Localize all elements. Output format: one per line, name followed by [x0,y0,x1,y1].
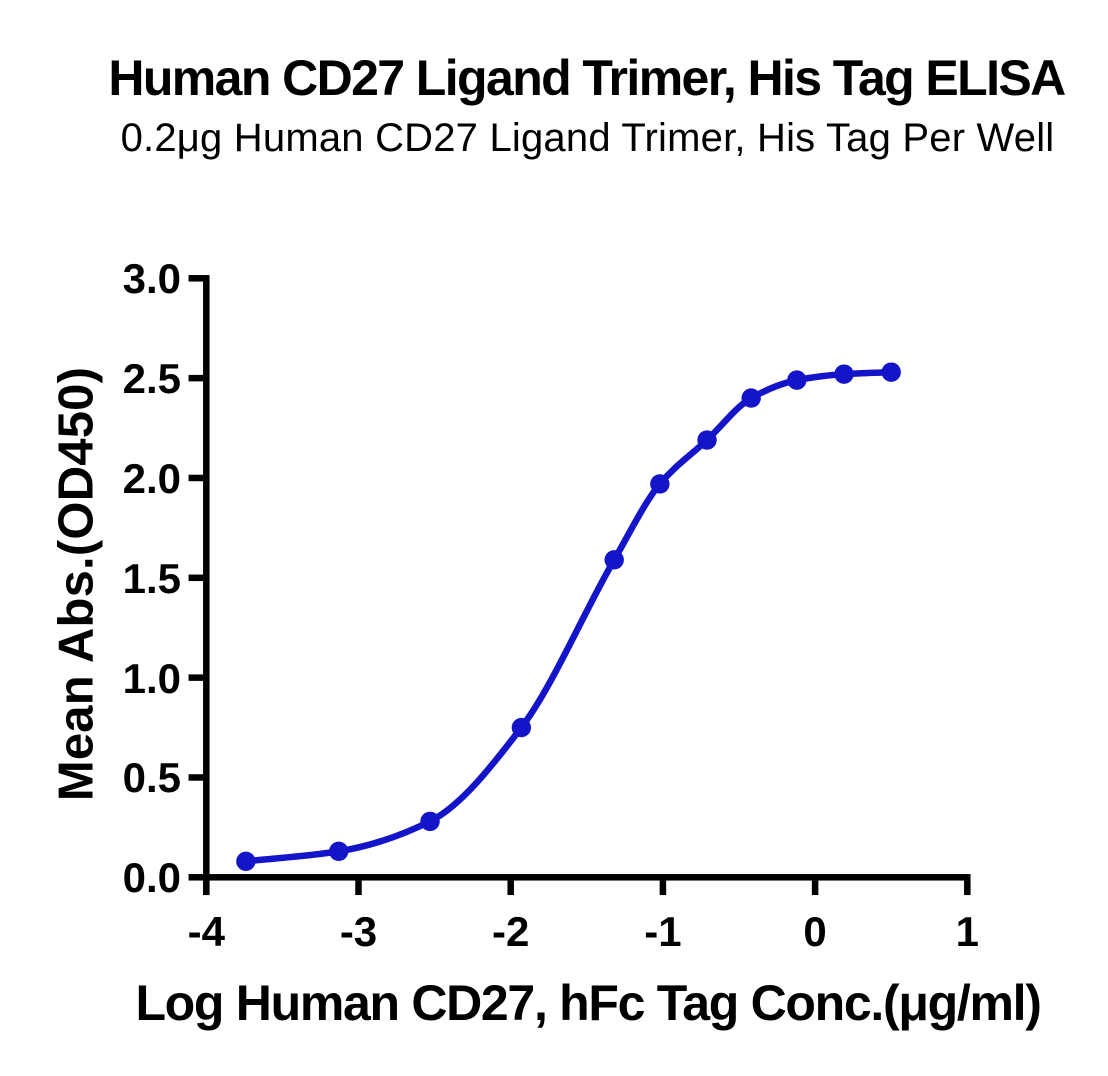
y-tick [188,674,204,681]
x-tick [964,880,971,896]
data-point-marker [236,851,256,872]
x-tick-label: -1 [644,907,682,955]
data-point-marker [650,474,670,494]
x-tick [811,880,819,896]
data-point-marker [787,370,807,390]
data-point-marker [834,364,854,384]
y-tick-label: 0.0 [122,854,181,902]
data-point-marker [697,430,717,450]
x-tick-label: -2 [492,907,530,955]
y-tick [188,474,204,482]
x-tick [203,880,210,896]
chart-title: Human CD27 Ligand Trimer, His Tag ELISA [108,50,1066,106]
data-point-marker [881,362,901,382]
x-tick-label: 1 [955,907,979,955]
x-tick-label: -4 [187,907,225,955]
data-point-marker [420,811,440,832]
y-tick-label: 1.5 [122,554,181,602]
x-axis-line [203,874,971,881]
y-tick-label: 2.0 [122,454,181,502]
chart-subtitle: 0.2μg Human CD27 Ligand Trimer, His Tag … [120,115,1055,160]
y-tick-label: 1.0 [122,654,181,702]
y-tick-label: 0.5 [122,754,181,802]
x-tick-label: -3 [339,907,378,955]
y-tick [188,774,204,781]
data-point-marker [329,841,349,862]
y-tick [188,374,204,382]
y-tick [188,874,204,881]
y-tick-label: 3.0 [122,255,181,303]
data-point-marker [604,550,624,570]
y-tick [188,275,204,282]
x-tick [659,880,667,896]
data-point-marker [511,717,532,738]
y-tick [188,574,204,582]
y-axis-line [203,275,210,896]
x-tick [355,880,362,896]
x-tick [507,880,514,896]
fit-curve [242,368,895,865]
x-tick-label: 0 [803,907,827,955]
y-tick-label: 2.5 [122,355,181,403]
data-point-marker [741,388,761,408]
x-axis-title: Log Human CD27, hFc Tag Conc.(μg/ml) [135,975,1041,1031]
